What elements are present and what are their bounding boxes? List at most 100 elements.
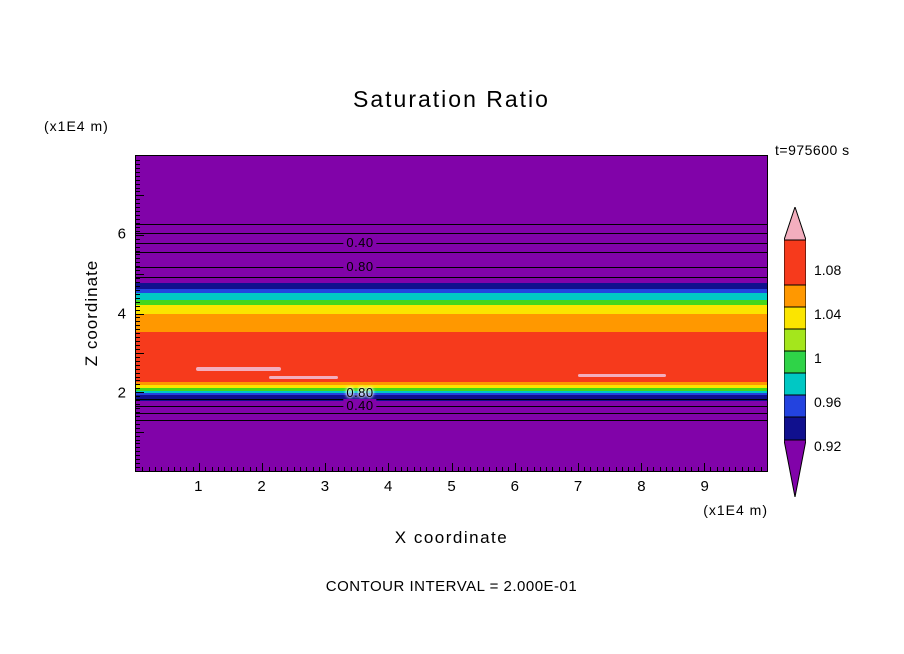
contour-label: 0.80 [343,260,377,275]
axis-tick [136,262,140,264]
contour-band [136,382,767,386]
axis-tick [136,313,144,315]
contour-band [136,282,767,290]
axis-tick [136,321,140,323]
axis-tick [369,467,371,471]
colorbar [783,205,807,498]
axis-tick [438,467,440,471]
colorbar-segment [783,350,807,374]
axis-tick [710,467,712,471]
axis-tick [148,467,150,471]
axis-tick [136,274,144,276]
axis-tick [136,415,140,417]
axis-tick [199,463,201,471]
axis-tick [136,175,140,177]
axis-tick [590,467,592,471]
axis-tick [136,317,140,319]
axis-tick [243,467,245,471]
axis-tick [136,207,140,209]
axis-tick [136,297,140,299]
axis-tick [331,467,333,471]
axis-tick [653,467,655,471]
axis-tick [136,451,140,453]
axis-tick [136,372,140,374]
colorbar-segment [783,372,807,396]
axis-tick [262,463,264,471]
contour-band [136,393,767,396]
colorbar-segment [783,439,807,498]
axis-tick [312,467,314,471]
axis-tick [136,392,144,394]
axis-tick [382,467,384,471]
axis-tick [318,467,320,471]
axis-tick [136,215,140,217]
axis-tick [205,467,207,471]
axis-tick [218,467,220,471]
axis-tick [136,341,140,343]
axis-tick [306,467,308,471]
axis-tick [161,467,163,471]
axis-tick [136,435,140,437]
axis-tick [136,226,140,228]
axis-tick [697,467,699,471]
axis-tick [136,380,140,382]
axis-tick [293,467,295,471]
axis-tick [136,222,140,224]
axis-tick [136,234,144,236]
axis-tick [350,467,352,471]
axis-tick [413,467,415,471]
axis-tick [741,467,743,471]
axis-tick [520,467,522,471]
axis-tick [735,467,737,471]
axis-tick [344,467,346,471]
contour-line [136,267,767,269]
axis-tick [136,325,140,327]
axis-tick [754,467,756,471]
axis-tick [136,183,140,185]
axis-tick [230,467,232,471]
axis-tick [287,467,289,471]
contour-band [136,332,767,382]
axis-tick [527,467,529,471]
axis-tick [716,467,718,471]
axis-tick [136,348,140,350]
axis-tick [281,467,283,471]
x-tick-label: 4 [384,478,393,495]
contour-band [136,390,767,394]
contour-patch [195,367,282,372]
axis-tick [274,467,276,471]
axis-tick [136,376,140,378]
axis-tick [729,467,731,471]
contour-patch [268,375,338,379]
contour-line [136,277,767,279]
contour-label: 0.40 [343,399,377,414]
axis-tick [136,439,140,441]
axis-tick [388,463,390,471]
axis-tick [457,467,459,471]
contour-label: 0.40 [343,235,377,250]
colorbar-segment [783,416,807,441]
axis-tick [136,159,140,161]
axis-tick [136,230,140,232]
axis-tick [419,467,421,471]
axis-tick [255,467,257,471]
axis-tick [136,163,140,165]
axis-tick [136,423,140,425]
axis-tick [136,301,140,303]
axis-tick [640,463,642,471]
x-tick-label: 9 [700,478,709,495]
axis-tick [136,238,140,240]
x-tick-label: 1 [194,478,203,495]
axis-tick [401,467,403,471]
axis-tick [136,211,140,213]
y-axis-unit-label: (x1E4 m) [44,118,109,134]
axis-tick [609,467,611,471]
axis-tick [136,419,140,421]
axis-tick [136,427,140,429]
axis-tick [167,467,169,471]
axis-tick [154,467,156,471]
contour-line [136,242,767,244]
axis-tick [224,467,226,471]
axis-tick [136,254,140,256]
axis-tick [136,179,140,181]
